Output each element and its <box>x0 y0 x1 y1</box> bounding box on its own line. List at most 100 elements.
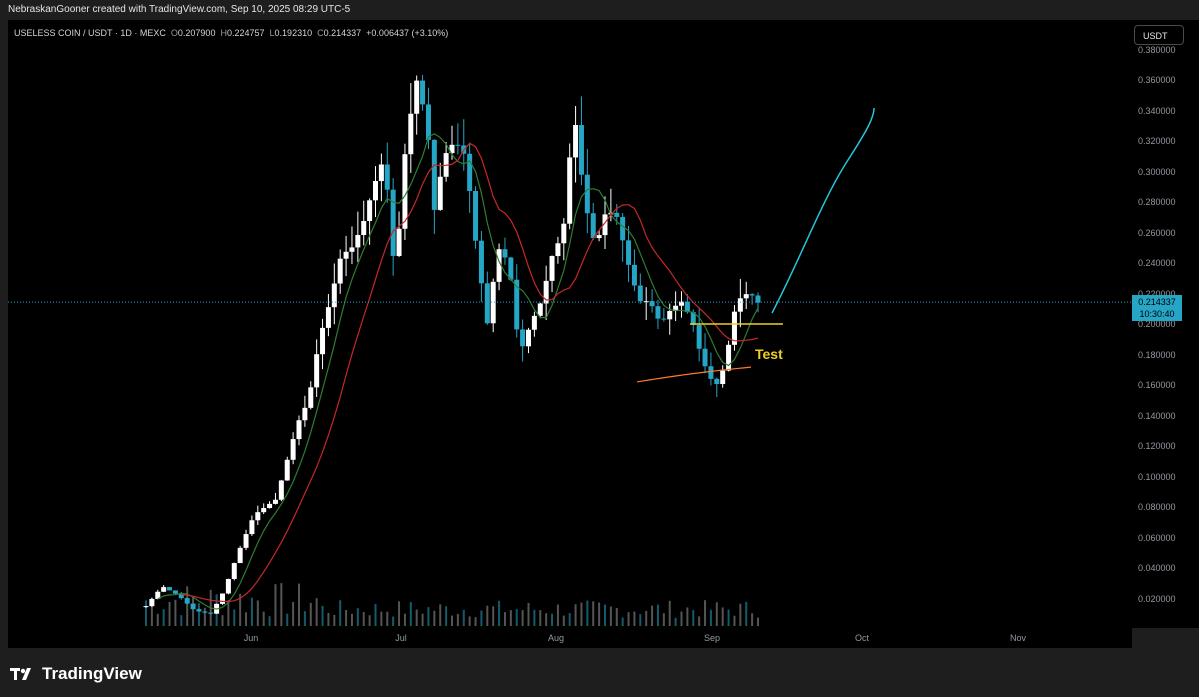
candle-body <box>696 325 702 349</box>
price-tick-label: 0.180000 <box>1138 349 1176 360</box>
candle-body <box>437 176 443 210</box>
candle-body <box>655 306 661 319</box>
test-annotation[interactable]: Test <box>755 346 783 362</box>
candle-body <box>590 213 596 239</box>
volume-bar <box>721 607 724 626</box>
tradingview-logo-text: TradingView <box>42 664 142 683</box>
candle-body <box>143 606 149 608</box>
low-key: L <box>269 28 275 38</box>
candle-body <box>643 301 649 303</box>
time-axis[interactable] <box>8 628 1132 648</box>
price-axis[interactable] <box>1132 20 1199 628</box>
volume-bar <box>474 617 477 626</box>
volume-bar <box>303 611 306 626</box>
candle-body <box>508 257 514 280</box>
volume-bar <box>292 602 295 626</box>
volume-bar <box>745 601 748 626</box>
candle-body <box>414 80 420 114</box>
volume-bar <box>680 611 683 626</box>
volume-bar <box>480 610 483 626</box>
candle-body <box>378 164 384 182</box>
volume-bar <box>627 612 630 626</box>
price-tick-label: 0.280000 <box>1138 197 1176 207</box>
candle-body <box>755 295 761 303</box>
volume-bar <box>433 610 436 626</box>
current-price-value: 0.214337 <box>1138 297 1176 307</box>
candle-body <box>478 240 484 284</box>
symbol-label[interactable]: USELESS COIN / USDT · 1D · MEXC <box>14 28 166 38</box>
candle-body <box>737 298 743 312</box>
candle-body <box>602 214 608 236</box>
candle-body <box>473 191 479 241</box>
high-key: H <box>220 28 227 38</box>
current-price-badge: 0.214337 10:30:40 <box>1132 295 1182 321</box>
candle-body <box>355 234 361 248</box>
volume-bar <box>168 602 171 626</box>
candle-body <box>267 503 273 509</box>
candle-body <box>690 312 696 326</box>
candle-body <box>225 578 231 594</box>
candle-body <box>361 221 367 235</box>
candle-body <box>467 153 473 192</box>
ma-fast-line <box>157 133 759 610</box>
volume-bar <box>421 613 424 626</box>
volume-bar <box>486 605 489 626</box>
volume-bar <box>203 607 206 626</box>
candle-body <box>502 249 508 258</box>
tradingview-logo[interactable]: TradingView <box>10 662 142 686</box>
volume-bar <box>615 608 618 626</box>
volume-bar <box>398 601 401 626</box>
volume-bar <box>386 611 389 626</box>
candle-body <box>679 301 684 306</box>
candle-body <box>743 294 749 299</box>
volume-bar <box>503 612 506 626</box>
volume-bar <box>609 606 612 626</box>
currency-button[interactable]: USDT <box>1134 25 1184 45</box>
volume-bar <box>656 604 659 626</box>
volume-bar <box>686 607 689 626</box>
price-tick-label: 0.040000 <box>1138 563 1176 573</box>
volume-bar <box>192 596 195 626</box>
price-tick-label: 0.300000 <box>1138 166 1176 177</box>
volume-bar <box>580 602 583 626</box>
candle-body <box>649 301 655 307</box>
tradingview-logo-icon <box>10 668 31 680</box>
volume-bar <box>345 609 348 626</box>
volume-bar <box>539 610 542 626</box>
candle-body <box>172 590 178 594</box>
candle-body <box>367 200 373 222</box>
candle-body <box>720 370 726 385</box>
ohlc-legend: USELESS COIN / USDT · 1D · MEXC O0.20790… <box>14 28 448 38</box>
candle-body <box>331 283 337 308</box>
candle-body <box>314 354 320 388</box>
volume-bar <box>668 600 671 626</box>
volume-bar <box>621 617 624 626</box>
volume-bar <box>280 583 283 626</box>
volume-bar <box>462 609 465 626</box>
chart-pane[interactable] <box>8 20 1132 628</box>
candle-body <box>514 279 520 330</box>
volume-bar <box>604 604 606 626</box>
price-tick-label: 0.360000 <box>1138 75 1176 85</box>
volume-bar <box>274 584 277 626</box>
candle-body <box>402 154 408 229</box>
open-key: O <box>170 28 178 38</box>
volume-bar <box>562 615 565 626</box>
candle-body <box>208 612 214 614</box>
volume-bar <box>368 615 371 626</box>
candle-body <box>561 223 567 244</box>
candle-body <box>626 240 632 265</box>
volume-bar <box>256 600 259 626</box>
candle-body <box>290 439 296 460</box>
volume-bar <box>427 607 430 626</box>
volume-bar <box>739 603 742 626</box>
volume-bar <box>145 600 147 626</box>
volume-bar <box>633 611 636 626</box>
time-tick-label: Nov <box>1009 633 1027 643</box>
candle-body <box>449 144 455 154</box>
volume-bar <box>321 605 324 626</box>
volume-bar <box>409 602 412 626</box>
candle-body <box>731 311 737 345</box>
candle-body <box>184 598 190 604</box>
candle-body <box>620 216 626 241</box>
